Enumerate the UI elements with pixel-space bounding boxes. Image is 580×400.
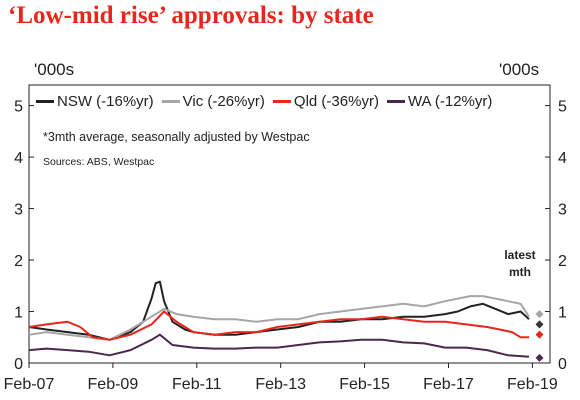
legend-label: Vic (-26%yr): [182, 93, 265, 110]
right-axis-unit: '000s: [499, 60, 540, 79]
x-tick-label: Feb-17: [423, 376, 474, 393]
x-tick-label: Feb-11: [172, 376, 222, 393]
left-axis-unit: '000s: [34, 60, 75, 79]
latest-marker-vic: [535, 310, 544, 319]
latest-marker-qld: [535, 330, 544, 339]
series-line-wa: [28, 333, 530, 358]
x-tick-label: Feb-13: [255, 376, 306, 393]
y-tick-label-left: 0: [14, 356, 23, 373]
chart-sources: Sources: ABS, Westpac: [43, 156, 155, 168]
y-tick-label-right: 1: [558, 305, 567, 322]
legend-item: NSW (-16%yr): [36, 93, 154, 110]
legend-label: Qld (-36%yr): [293, 93, 379, 110]
y-tick-label-left: 4: [14, 150, 23, 167]
legend: NSW (-16%yr) Vic (-26%yr) Qld (-36%yr) WA (…: [36, 93, 500, 110]
y-tick-label-right: 3: [558, 202, 567, 219]
x-tick-label: Feb-15: [339, 376, 390, 393]
latest-label-line1: latest: [504, 248, 536, 262]
legend-swatch: [272, 100, 291, 103]
axes: 0 0 1 1 2 2 3 3 4 4 5 5 Feb-07 Feb-09 Feb-11 Feb-13 Feb-…: [4, 99, 567, 393]
chart-title: ‘Low-mid rise’ approvals: by state: [8, 2, 374, 29]
latest-label-line2: mth: [509, 265, 531, 279]
x-tick-label: Feb-19: [507, 376, 558, 393]
y-tick-label-left: 1: [14, 305, 23, 322]
x-tick-label: Feb-09: [88, 376, 139, 393]
y-tick-label-right: 2: [558, 253, 567, 270]
series-line-vic: [28, 295, 530, 341]
legend-item: Vic (-26%yr): [161, 93, 265, 110]
y-tick-label-right: 4: [558, 150, 567, 167]
chart-note: *3mth average, seasonally adjusted by We…: [43, 130, 310, 144]
y-tick-label-left: 5: [14, 99, 23, 116]
plot-frame: [28, 84, 551, 364]
legend-swatch: [386, 100, 405, 103]
latest-month-label: latest mth: [492, 247, 548, 281]
latest-marker-nsw: [535, 320, 544, 329]
latest-markers: [535, 310, 544, 362]
y-tick-label-right: 5: [558, 99, 567, 116]
y-tick-label-right: 0: [558, 356, 567, 373]
legend-label: NSW (-16%yr): [57, 93, 154, 110]
series-layer: [28, 280, 530, 358]
y-tick-label-left: 3: [14, 202, 23, 219]
series-line-qld: [28, 310, 529, 341]
legend-item: Qld (-36%yr): [272, 93, 379, 110]
x-tick-label: Feb-07: [4, 376, 55, 393]
legend-swatch: [36, 100, 54, 103]
series-line-nsw: [28, 280, 530, 341]
legend-label: WA (-12%yr): [407, 93, 493, 110]
legend-item: WA (-12%yr): [386, 93, 493, 110]
y-tick-label-left: 2: [14, 253, 23, 270]
latest-marker-wa: [535, 353, 544, 362]
legend-swatch: [161, 100, 180, 103]
